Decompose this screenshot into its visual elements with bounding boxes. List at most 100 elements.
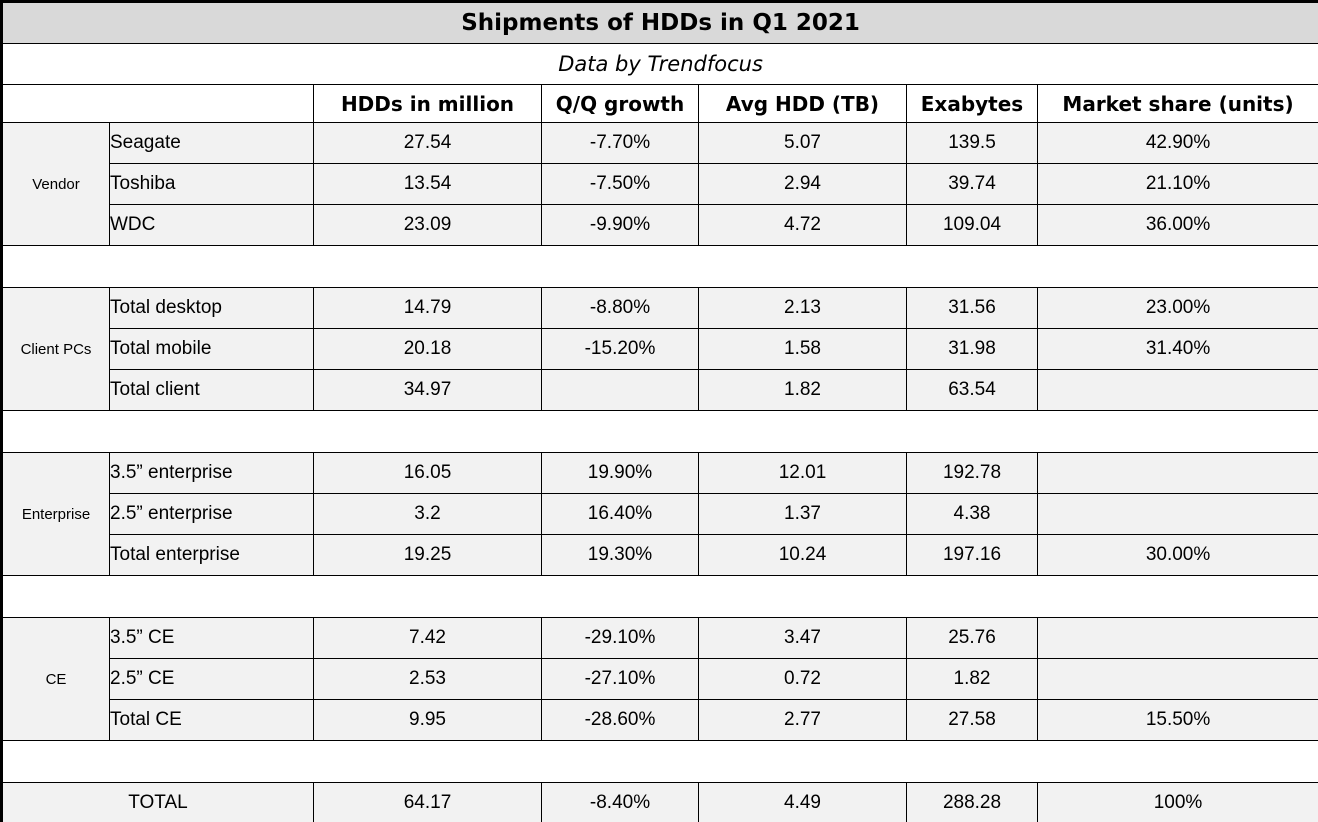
table-row: WDC 23.09 -9.90% 4.72 109.04 36.00% [2,204,1318,246]
row-label-35-ce: 3.5” CE [109,617,314,659]
separator-row [0,575,1318,618]
cell-value: 2.77 [698,699,907,741]
row-label-35-enterprise: 3.5” enterprise [109,452,314,494]
separator-row [0,245,1318,288]
row-label-total-enterprise: Total enterprise [109,534,314,576]
cell-value: 39.74 [906,163,1038,205]
total-value: 288.28 [906,782,1038,822]
cell-value: 13.54 [313,163,542,205]
separator-cell [0,740,1318,783]
cell-value: 34.97 [313,369,542,411]
cell-value: 25.76 [906,617,1038,659]
total-row: TOTAL 64.17 -8.40% 4.49 288.28 100% [1,782,1318,822]
row-label-total-client: Total client [109,369,314,411]
cell-value: 1.82 [906,658,1038,700]
group-label-client-pcs: Client PCs [1,287,110,411]
cell-value: 16.05 [313,452,542,494]
cell-value: 14.79 [313,287,542,329]
cell-value: 27.58 [906,699,1038,741]
cell-value: 4.38 [906,493,1038,535]
cell-value [1036,369,1318,411]
row-label-seagate: Seagate [109,122,314,164]
cell-value [1036,452,1318,494]
table-row: Enterprise 3.5” enterprise 16.05 19.90% … [1,452,1318,576]
separator-cell [0,410,1318,453]
cell-value: 2.53 [313,658,542,700]
separator-cell [0,245,1318,288]
column-header-exabytes: Exabytes [906,84,1038,123]
cell-value: 109.04 [906,204,1038,246]
total-value: -8.40% [541,782,699,822]
group-label-vendor: Vendor [1,122,110,246]
cell-value: -27.10% [541,658,699,700]
row-label-total-desktop: Total desktop [109,287,314,329]
cell-value: 42.90% [1036,122,1318,164]
cell-value: 63.54 [906,369,1038,411]
table-row: 2.5” enterprise 3.2 16.40% 1.37 4.38 [2,493,1318,535]
total-value: 64.17 [313,782,542,822]
total-label: TOTAL [1,782,314,822]
table-row: Toshiba 13.54 -7.50% 2.94 39.74 21.10% [2,163,1318,205]
cell-value: 21.10% [1036,163,1318,205]
cell-value [1036,658,1318,700]
table-row: Total mobile 20.18 -15.20% 1.58 31.98 31… [2,328,1318,370]
total-value: 4.49 [698,782,907,822]
column-header-hdds-in-million: HDDs in million [313,84,542,123]
cell-value: 31.40% [1036,328,1318,370]
column-header-qq-growth: Q/Q growth [541,84,699,123]
table-row: Total CE 9.95 -28.60% 2.77 27.58 15.50% [2,699,1318,741]
row-label-25-enterprise: 2.5” enterprise [109,493,314,535]
table-row: Vendor Seagate 27.54 -7.70% 5.07 139.5 4… [1,122,1318,246]
separator-row [0,410,1318,453]
cell-value: 139.5 [906,122,1038,164]
cell-value: 19.25 [313,534,542,576]
title-row: Shipments of HDDs in Q1 2021 [0,1,1318,44]
cell-value: 1.82 [698,369,907,411]
separator-cell [0,575,1318,618]
cell-value: -8.80% [541,287,699,329]
cell-value: 2.13 [698,287,907,329]
cell-value: 12.01 [698,452,907,494]
cell-value: 1.37 [698,493,907,535]
cell-value: -9.90% [541,204,699,246]
cell-value: 3.47 [698,617,907,659]
table-row: Client PCs Total desktop 14.79 -8.80% 2.… [1,287,1318,411]
cell-value: 10.24 [698,534,907,576]
table-row: Total enterprise 19.25 19.30% 10.24 197.… [2,534,1318,576]
cell-value: 27.54 [313,122,542,164]
cell-value: 23.09 [313,204,542,246]
cell-value: 2.94 [698,163,907,205]
cell-value: 1.58 [698,328,907,370]
cell-value: -28.60% [541,699,699,741]
group-label-enterprise: Enterprise [1,452,110,576]
cell-value: 3.2 [313,493,542,535]
cell-value: -29.10% [541,617,699,659]
separator-row [0,740,1318,783]
cell-value: 20.18 [313,328,542,370]
cell-value: -15.20% [541,328,699,370]
cell-value: 15.50% [1036,699,1318,741]
table-row: 2.5” CE 2.53 -27.10% 0.72 1.82 [2,658,1318,700]
cell-value: 7.42 [313,617,542,659]
cell-value: 16.40% [541,493,699,535]
cell-value: -7.50% [541,163,699,205]
column-header-market-share: Market share (units) [1036,84,1318,123]
cell-value: 30.00% [1036,534,1318,576]
cell-value: 4.72 [698,204,907,246]
total-value: 100% [1036,782,1318,822]
cell-value: 192.78 [906,452,1038,494]
table-subtitle: Data by Trendfocus [0,43,1318,85]
row-label-total-mobile: Total mobile [109,328,314,370]
row-label-25-ce: 2.5” CE [109,658,314,700]
row-label-toshiba: Toshiba [109,163,314,205]
cell-value [1036,493,1318,535]
group-label-ce: CE [1,617,110,741]
cell-value [1036,617,1318,659]
cell-value: 9.95 [313,699,542,741]
cell-value: 23.00% [1036,287,1318,329]
table-row: Total client 34.97 1.82 63.54 [2,369,1318,411]
column-header-avg-hdd-tb: Avg HDD (TB) [698,84,907,123]
table-row: CE 3.5” CE 7.42 -29.10% 3.47 25.76 [1,617,1318,741]
